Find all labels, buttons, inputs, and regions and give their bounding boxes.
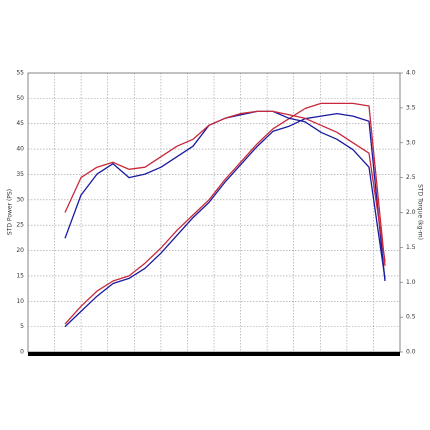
series-line xyxy=(64,110,386,279)
y-tick-label: 25 xyxy=(16,222,24,229)
y-tick-label: 45 xyxy=(16,120,24,127)
y2-tick-label: 0.0 xyxy=(406,349,416,356)
y2-tick-label: 1.5 xyxy=(406,244,416,251)
series-line xyxy=(64,102,386,325)
v-grid xyxy=(54,73,374,352)
y-tick-label: 20 xyxy=(16,247,24,254)
y-tick-label: 40 xyxy=(16,146,24,153)
x-axis-bar xyxy=(28,352,400,356)
y2-tick-label: 0.5 xyxy=(406,314,416,321)
y2-tick-label: 3.0 xyxy=(406,139,416,146)
y-tick-label: 15 xyxy=(16,272,24,279)
y2-tick-label: 2.5 xyxy=(406,174,416,181)
y-tick-label: 5 xyxy=(20,323,24,330)
y2-tick-label: 4.0 xyxy=(406,70,416,77)
y2-tick-label: 1.0 xyxy=(406,279,416,286)
y-tick-label: 50 xyxy=(16,95,24,102)
y2-tick-label: 3.5 xyxy=(406,104,416,111)
y-tick-label: 10 xyxy=(16,298,24,305)
y2-tick-label: 2.0 xyxy=(406,209,416,216)
y-tick-label: 30 xyxy=(16,196,24,203)
y-tick-label: 55 xyxy=(16,70,24,77)
y-axis-title: STD Power (PS) xyxy=(7,189,14,235)
y-tick-label: 35 xyxy=(16,171,24,178)
series-line xyxy=(64,110,386,262)
y-tick-label: 0 xyxy=(20,349,24,356)
y2-axis-title: STD Torque (kg-m) xyxy=(417,184,424,240)
series-line xyxy=(64,112,386,328)
